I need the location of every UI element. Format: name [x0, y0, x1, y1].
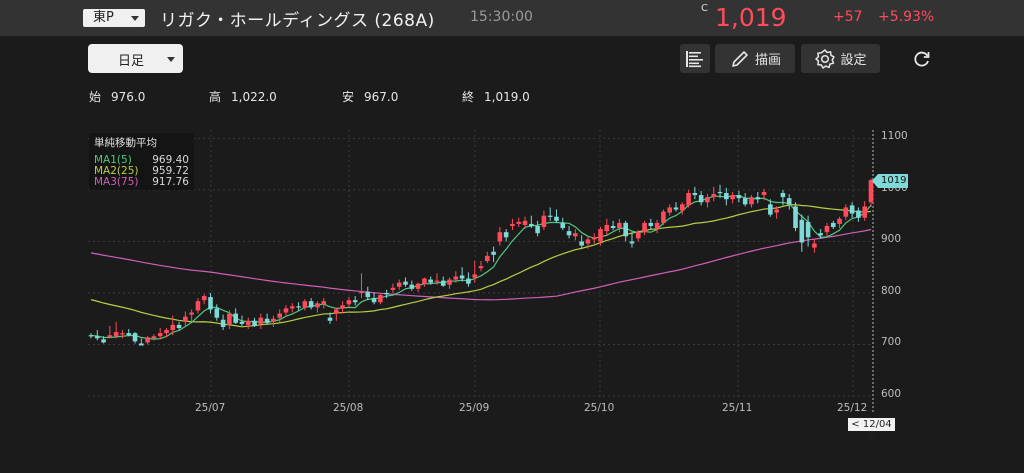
- low-value: 安 967.0: [342, 90, 399, 104]
- current-price-tag: 1019: [872, 174, 908, 188]
- current-price: 1,019: [715, 3, 787, 32]
- settings-button[interactable]: 設定: [801, 44, 880, 73]
- x-tick-label: 25/10: [584, 402, 615, 414]
- high-value: 高 1,022.0: [209, 90, 277, 104]
- draw-button[interactable]: 描画: [715, 44, 795, 73]
- stock-title: リガク・ホールディングス (268A): [160, 11, 435, 31]
- y-tick-label: 1100: [881, 130, 908, 143]
- bar-list-icon: [686, 50, 703, 67]
- draw-label: 描画: [754, 53, 781, 68]
- x-tick-label: 25/07: [195, 402, 226, 414]
- refresh-icon: [914, 51, 930, 66]
- settings-label: 設定: [840, 53, 867, 68]
- quote-time: 15:30:00: [470, 9, 533, 25]
- market-dropdown[interactable]: 東P: [83, 9, 145, 27]
- price-change-percent: +5.93%: [878, 9, 935, 25]
- close-mark: C: [701, 3, 708, 14]
- x-tick-label: 25/09: [459, 402, 490, 414]
- ma-legend: 単純移動平均 MA1(5) 969.40 MA2(25) 959.72 MA3(…: [89, 133, 194, 190]
- chevron-down-icon: [131, 16, 139, 21]
- period-label: 日足: [118, 54, 145, 69]
- chevron-down-icon: [167, 57, 175, 62]
- x-tick-label: 25/08: [333, 402, 364, 414]
- indicator-list-button[interactable]: [680, 44, 710, 73]
- x-tick-label: 25/11: [722, 402, 753, 414]
- price-change: +57: [833, 9, 863, 25]
- market-label: 東P: [93, 10, 114, 25]
- refresh-button[interactable]: [908, 44, 936, 73]
- close-value: 終 1,019.0: [462, 90, 530, 104]
- y-tick-label: 800: [881, 284, 902, 297]
- y-tick-label: 900: [881, 233, 902, 246]
- y-tick-label: 600: [881, 388, 902, 400]
- period-dropdown[interactable]: 日足: [88, 44, 183, 73]
- legend-ma1: MA1(5) 969.40: [94, 154, 189, 166]
- open-value: 始 976.0: [89, 90, 146, 104]
- y-tick-label: 700: [881, 336, 902, 349]
- gear-icon: [815, 48, 836, 69]
- legend-ma3: MA3(75) 917.76: [94, 176, 189, 188]
- date-cursor[interactable]: < 12/04 >: [848, 418, 895, 443]
- legend-ma2: MA2(25) 959.72: [94, 165, 189, 177]
- legend-title: 単純移動平均: [94, 137, 157, 149]
- x-tick-label: 25/12: [837, 402, 868, 414]
- pencil-icon: [732, 50, 748, 67]
- top-bar: [0, 0, 1024, 36]
